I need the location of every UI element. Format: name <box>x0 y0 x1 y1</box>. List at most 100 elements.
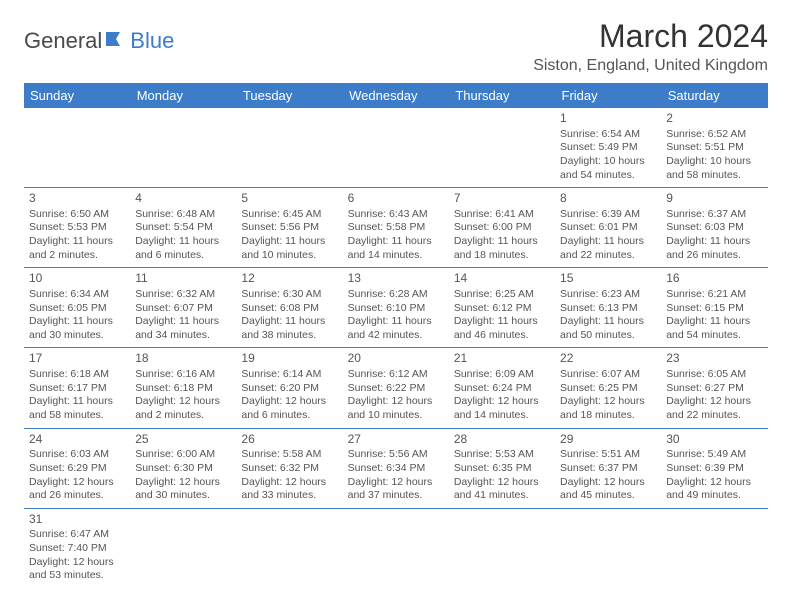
sunset-text: Sunset: 5:56 PM <box>241 221 337 235</box>
day-number: 4 <box>135 191 231 207</box>
sunset-text: Sunset: 6:03 PM <box>666 221 762 235</box>
day-number: 17 <box>29 351 125 367</box>
calendar-day-cell: 26Sunrise: 5:58 AMSunset: 6:32 PMDayligh… <box>236 428 342 508</box>
day-number: 31 <box>29 512 125 528</box>
sunrise-text: Sunrise: 6:47 AM <box>29 528 125 542</box>
sunset-text: Sunset: 6:39 PM <box>666 462 762 476</box>
calendar-empty-cell <box>449 508 555 588</box>
calendar-day-cell: 22Sunrise: 6:07 AMSunset: 6:25 PMDayligh… <box>555 348 661 428</box>
calendar-day-cell: 3Sunrise: 6:50 AMSunset: 5:53 PMDaylight… <box>24 188 130 268</box>
logo-text-2: Blue <box>130 28 174 54</box>
day-number: 15 <box>560 271 656 287</box>
sunrise-text: Sunrise: 6:23 AM <box>560 288 656 302</box>
calendar-day-cell: 18Sunrise: 6:16 AMSunset: 6:18 PMDayligh… <box>130 348 236 428</box>
sunrise-text: Sunrise: 6:07 AM <box>560 368 656 382</box>
day-number: 21 <box>454 351 550 367</box>
daylight-text: Daylight: 11 hours and 34 minutes. <box>135 315 231 342</box>
sunrise-text: Sunrise: 5:58 AM <box>241 448 337 462</box>
sunrise-text: Sunrise: 6:21 AM <box>666 288 762 302</box>
daylight-text: Daylight: 11 hours and 30 minutes. <box>29 315 125 342</box>
sunset-text: Sunset: 6:15 PM <box>666 302 762 316</box>
calendar-empty-cell <box>343 108 449 188</box>
calendar-empty-cell <box>449 108 555 188</box>
calendar-day-cell: 10Sunrise: 6:34 AMSunset: 6:05 PMDayligh… <box>24 268 130 348</box>
dayname-header: Tuesday <box>236 83 342 108</box>
calendar-empty-cell <box>130 108 236 188</box>
sunrise-text: Sunrise: 6:41 AM <box>454 208 550 222</box>
day-number: 29 <box>560 432 656 448</box>
sunrise-text: Sunrise: 6:52 AM <box>666 128 762 142</box>
calendar-header-row: SundayMondayTuesdayWednesdayThursdayFrid… <box>24 83 768 108</box>
daylight-text: Daylight: 11 hours and 54 minutes. <box>666 315 762 342</box>
sunrise-text: Sunrise: 6:25 AM <box>454 288 550 302</box>
calendar-day-cell: 31Sunrise: 6:47 AMSunset: 7:40 PMDayligh… <box>24 508 130 588</box>
day-number: 19 <box>241 351 337 367</box>
sunrise-text: Sunrise: 6:03 AM <box>29 448 125 462</box>
sunset-text: Sunset: 6:17 PM <box>29 382 125 396</box>
calendar-day-cell: 6Sunrise: 6:43 AMSunset: 5:58 PMDaylight… <box>343 188 449 268</box>
calendar-empty-cell <box>661 508 767 588</box>
sunrise-text: Sunrise: 5:49 AM <box>666 448 762 462</box>
calendar-day-cell: 20Sunrise: 6:12 AMSunset: 6:22 PMDayligh… <box>343 348 449 428</box>
calendar-empty-cell <box>236 508 342 588</box>
daylight-text: Daylight: 12 hours and 37 minutes. <box>348 476 444 503</box>
sunset-text: Sunset: 6:24 PM <box>454 382 550 396</box>
dayname-header: Monday <box>130 83 236 108</box>
day-number: 1 <box>560 111 656 127</box>
calendar-week-row: 3Sunrise: 6:50 AMSunset: 5:53 PMDaylight… <box>24 188 768 268</box>
sunrise-text: Sunrise: 6:39 AM <box>560 208 656 222</box>
sunrise-text: Sunrise: 6:34 AM <box>29 288 125 302</box>
sunset-text: Sunset: 6:05 PM <box>29 302 125 316</box>
calendar-table: SundayMondayTuesdayWednesdayThursdayFrid… <box>24 83 768 588</box>
daylight-text: Daylight: 11 hours and 18 minutes. <box>454 235 550 262</box>
sunset-text: Sunset: 6:20 PM <box>241 382 337 396</box>
calendar-day-cell: 5Sunrise: 6:45 AMSunset: 5:56 PMDaylight… <box>236 188 342 268</box>
sunrise-text: Sunrise: 6:16 AM <box>135 368 231 382</box>
daylight-text: Daylight: 12 hours and 30 minutes. <box>135 476 231 503</box>
calendar-day-cell: 24Sunrise: 6:03 AMSunset: 6:29 PMDayligh… <box>24 428 130 508</box>
calendar-body: 1Sunrise: 6:54 AMSunset: 5:49 PMDaylight… <box>24 108 768 588</box>
calendar-week-row: 1Sunrise: 6:54 AMSunset: 5:49 PMDaylight… <box>24 108 768 188</box>
sunrise-text: Sunrise: 6:28 AM <box>348 288 444 302</box>
daylight-text: Daylight: 12 hours and 18 minutes. <box>560 395 656 422</box>
day-number: 22 <box>560 351 656 367</box>
calendar-day-cell: 29Sunrise: 5:51 AMSunset: 6:37 PMDayligh… <box>555 428 661 508</box>
sunset-text: Sunset: 6:12 PM <box>454 302 550 316</box>
daylight-text: Daylight: 12 hours and 26 minutes. <box>29 476 125 503</box>
sunrise-text: Sunrise: 6:54 AM <box>560 128 656 142</box>
daylight-text: Daylight: 12 hours and 49 minutes. <box>666 476 762 503</box>
day-number: 16 <box>666 271 762 287</box>
sunrise-text: Sunrise: 5:56 AM <box>348 448 444 462</box>
daylight-text: Daylight: 10 hours and 58 minutes. <box>666 155 762 182</box>
daylight-text: Daylight: 11 hours and 50 minutes. <box>560 315 656 342</box>
calendar-week-row: 10Sunrise: 6:34 AMSunset: 6:05 PMDayligh… <box>24 268 768 348</box>
daylight-text: Daylight: 11 hours and 10 minutes. <box>241 235 337 262</box>
sunset-text: Sunset: 6:25 PM <box>560 382 656 396</box>
calendar-day-cell: 28Sunrise: 5:53 AMSunset: 6:35 PMDayligh… <box>449 428 555 508</box>
calendar-empty-cell <box>555 508 661 588</box>
sunset-text: Sunset: 6:00 PM <box>454 221 550 235</box>
location-label: Siston, England, United Kingdom <box>533 57 768 75</box>
flag-icon <box>106 28 128 54</box>
header: General Blue March 2024 Siston, England,… <box>24 18 768 75</box>
calendar-day-cell: 27Sunrise: 5:56 AMSunset: 6:34 PMDayligh… <box>343 428 449 508</box>
calendar-day-cell: 12Sunrise: 6:30 AMSunset: 6:08 PMDayligh… <box>236 268 342 348</box>
sunset-text: Sunset: 6:07 PM <box>135 302 231 316</box>
sunrise-text: Sunrise: 6:50 AM <box>29 208 125 222</box>
sunset-text: Sunset: 5:53 PM <box>29 221 125 235</box>
calendar-day-cell: 30Sunrise: 5:49 AMSunset: 6:39 PMDayligh… <box>661 428 767 508</box>
daylight-text: Daylight: 12 hours and 14 minutes. <box>454 395 550 422</box>
day-number: 24 <box>29 432 125 448</box>
calendar-day-cell: 14Sunrise: 6:25 AMSunset: 6:12 PMDayligh… <box>449 268 555 348</box>
daylight-text: Daylight: 11 hours and 42 minutes. <box>348 315 444 342</box>
daylight-text: Daylight: 12 hours and 10 minutes. <box>348 395 444 422</box>
calendar-day-cell: 1Sunrise: 6:54 AMSunset: 5:49 PMDaylight… <box>555 108 661 188</box>
sunset-text: Sunset: 6:35 PM <box>454 462 550 476</box>
sunset-text: Sunset: 5:51 PM <box>666 141 762 155</box>
day-number: 26 <box>241 432 337 448</box>
title-block: March 2024 Siston, England, United Kingd… <box>533 18 768 75</box>
day-number: 9 <box>666 191 762 207</box>
daylight-text: Daylight: 12 hours and 2 minutes. <box>135 395 231 422</box>
daylight-text: Daylight: 12 hours and 53 minutes. <box>29 556 125 583</box>
calendar-day-cell: 13Sunrise: 6:28 AMSunset: 6:10 PMDayligh… <box>343 268 449 348</box>
